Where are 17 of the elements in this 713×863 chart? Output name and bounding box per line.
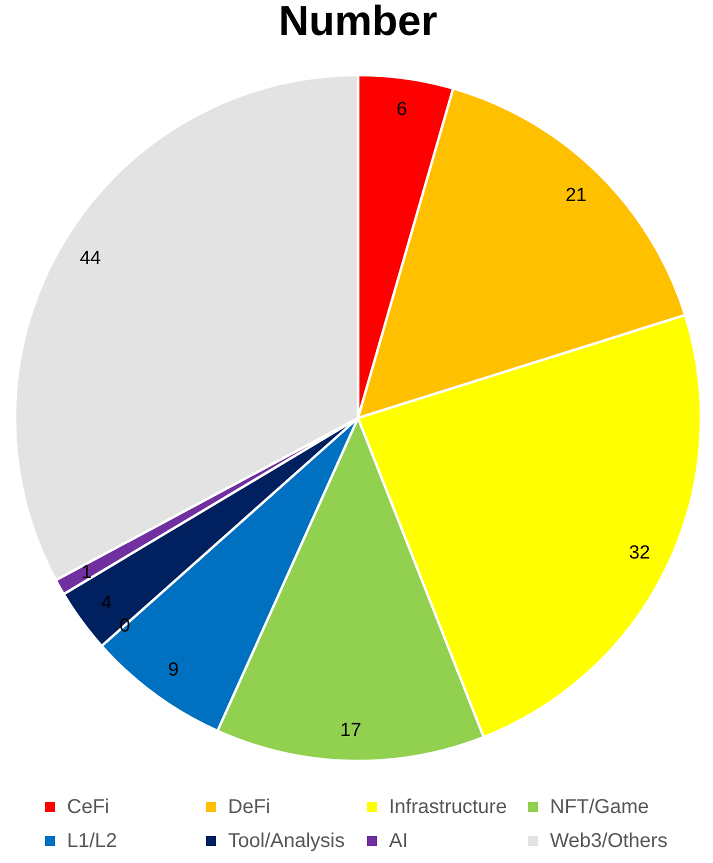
data-label: 44 bbox=[80, 248, 102, 269]
data-label: 32 bbox=[628, 542, 650, 564]
data-label: 6 bbox=[396, 99, 408, 120]
legend-label: NFT/Game bbox=[550, 796, 649, 818]
data-label: 17 bbox=[340, 720, 362, 741]
legend-label: Tool/Analysis bbox=[228, 830, 345, 852]
legend-label: DeFi bbox=[228, 796, 270, 818]
legend-label: AI bbox=[389, 830, 408, 852]
legend-label: L1/L2 bbox=[67, 830, 118, 852]
legend-label: Web3/Others bbox=[550, 830, 668, 852]
data-label: 21 bbox=[565, 184, 587, 206]
data-label: 4 bbox=[101, 592, 112, 614]
data-label: 1 bbox=[81, 562, 92, 583]
legend-label: Infrastructure bbox=[389, 796, 507, 818]
legend-label: CeFi bbox=[67, 796, 110, 818]
chart-title: Number bbox=[278, 0, 438, 44]
data-label: 9 bbox=[168, 660, 179, 681]
